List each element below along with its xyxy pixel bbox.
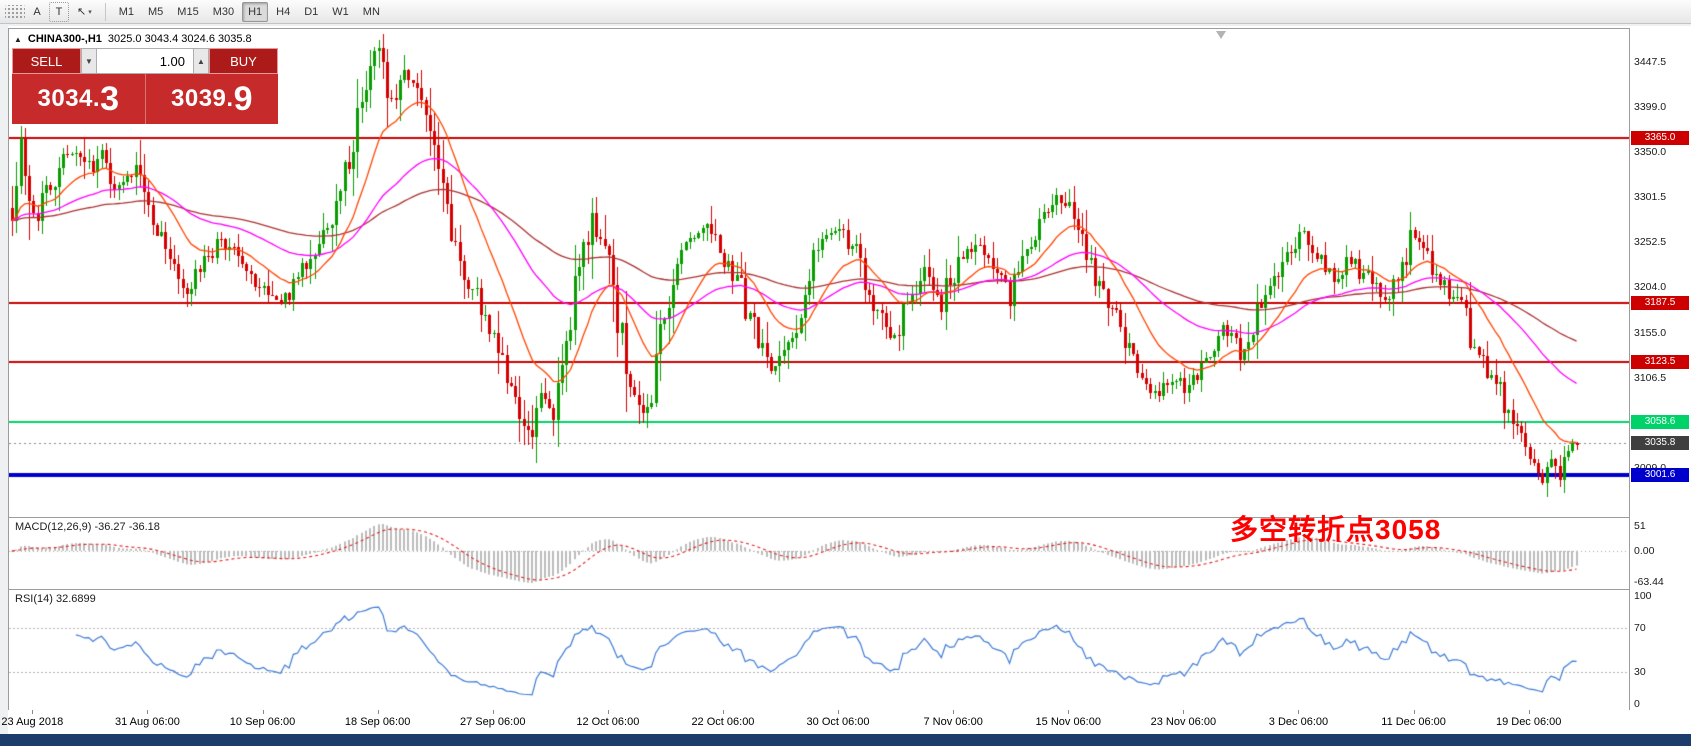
price-tick: 3447.5 xyxy=(1634,55,1667,68)
volume-step-down-button[interactable]: ▼ xyxy=(81,48,97,74)
price-tick: 3350.0 xyxy=(1634,146,1667,159)
date-label: 10 Sep 06:00 xyxy=(229,716,296,728)
timeframe-h4[interactable]: H4 xyxy=(276,5,291,18)
timeframe-m1[interactable]: M1 xyxy=(118,5,135,18)
date-tick xyxy=(607,710,609,714)
date-tick xyxy=(377,710,379,714)
macd-panel: MACD(12,26,9) -36.27 -36.18 xyxy=(8,517,1630,590)
price-tick: 3399.0 xyxy=(1634,100,1667,113)
level-price-tag: 3058.6 xyxy=(1631,414,1689,429)
rsi-canvas[interactable] xyxy=(9,590,1629,710)
buy-price-main: 3039. xyxy=(171,85,234,112)
buy-price-big: 9 xyxy=(233,79,253,118)
date-axis[interactable]: 23 Aug 2018 31 Aug 06:00 10 Sep 06:00 18 Se… xyxy=(1,710,1630,734)
current-price-tag: 3035.8 xyxy=(1631,436,1689,451)
date-label: 15 Nov 06:00 xyxy=(1035,716,1101,728)
price-tick: 3301.5 xyxy=(1634,191,1667,204)
volume-input[interactable] xyxy=(97,48,193,74)
level-price-tag: 3001.6 xyxy=(1631,467,1689,482)
rsi-tick: 0 xyxy=(1634,698,1640,710)
timeframe-m5[interactable]: M5 xyxy=(148,5,164,18)
date-label: 30 Oct 06:00 xyxy=(806,716,870,728)
timeframe-h1[interactable]: H1 xyxy=(242,1,269,22)
date-tick xyxy=(838,710,840,714)
sell-button[interactable]: SELL xyxy=(12,48,81,74)
toolbar: A T ↖ ▾ M1 M5 M15 M30 H1 H4 D1 W1 MN xyxy=(0,0,1691,24)
date-label: 31 Aug 06:00 xyxy=(114,716,180,728)
status-bar xyxy=(0,734,1691,746)
timeframe-group: M1 M5 M15 M30 H1 H4 D1 W1 MN xyxy=(113,1,386,22)
date-label: 27 Sep 06:00 xyxy=(460,716,526,728)
date-label: 18 Sep 06:00 xyxy=(344,716,411,728)
date-tick xyxy=(1068,710,1070,714)
main-chart-panel xyxy=(8,28,1630,518)
timeframe-w1[interactable]: W1 xyxy=(332,5,349,18)
date-label: 11 Dec 06:00 xyxy=(1381,716,1446,728)
sell-price-main: 3034. xyxy=(37,85,101,112)
rsi-label: RSI(14) 32.6899 xyxy=(15,593,96,605)
date-tick xyxy=(262,710,264,714)
date-tick xyxy=(1413,710,1415,714)
date-tick xyxy=(953,710,955,714)
date-tick xyxy=(492,710,494,714)
chart-shift-marker-icon[interactable] xyxy=(1216,31,1226,39)
rsi-panel: RSI(14) 32.6899 xyxy=(8,589,1630,711)
macd-tick-top: 51 xyxy=(1634,520,1646,532)
one-click-trading-panel: SELL ▼ ▲ BUY 3034.3 3039.9 xyxy=(12,48,278,124)
level-price-tag: 3123.5 xyxy=(1631,354,1689,369)
date-tick xyxy=(1298,710,1300,714)
date-label: 12 Oct 06:00 xyxy=(576,716,640,728)
level-price-tag: 3187.5 xyxy=(1631,295,1689,310)
rsi-tick: 30 xyxy=(1634,666,1646,678)
sell-price: 3034. 3 xyxy=(12,74,146,124)
price-tick: 3106.5 xyxy=(1634,371,1667,384)
symbol-title: CHINA300-,H1 xyxy=(27,33,102,45)
timeframe-m15[interactable]: M15 xyxy=(177,5,199,18)
macd-label: MACD(12,26,9) -36.27 -36.18 xyxy=(15,521,160,533)
ohlc-values: 3025.0 3043.4 3024.6 3035.8 xyxy=(107,33,252,45)
crosshair-tool-icon[interactable]: ↖ ▾ xyxy=(77,6,92,18)
macd-tick-bottom: -63.44 xyxy=(1634,576,1664,588)
volume-step-up-button[interactable]: ▲ xyxy=(193,48,209,74)
timeframe-d1[interactable]: D1 xyxy=(304,5,319,18)
price-tick: 3252.5 xyxy=(1634,236,1667,249)
date-tick xyxy=(1528,710,1530,714)
sell-price-big: 3 xyxy=(100,79,119,118)
date-tick xyxy=(147,710,149,714)
timeframe-mn[interactable]: MN xyxy=(362,5,380,18)
level-price-tag: 3365.0 xyxy=(1631,131,1689,146)
main-chart-canvas[interactable] xyxy=(9,29,1629,517)
date-tick xyxy=(1183,710,1185,714)
cursor-tool-icon[interactable]: A xyxy=(33,5,41,18)
toolbar-separator xyxy=(104,2,106,21)
date-label: 7 Nov 06:00 xyxy=(923,716,983,728)
toolbar-tools: A T ↖ ▾ xyxy=(5,1,98,22)
date-label: 3 Dec 06:00 xyxy=(1268,716,1329,728)
price-axis[interactable]: 3447.5 3399.0 3350.0 3301.5 3252.5 3204.0 3155… xyxy=(1630,28,1691,734)
macd-tick-zero: 0.00 xyxy=(1634,544,1655,557)
date-tick xyxy=(722,710,724,714)
buy-button[interactable]: BUY xyxy=(209,48,278,74)
quote-prices: 3034. 3 3039. 9 xyxy=(12,74,278,124)
date-label: 19 Dec 06:00 xyxy=(1495,716,1562,728)
buy-price: 3039. 9 xyxy=(146,74,279,124)
date-label: 23 Nov 06:00 xyxy=(1150,716,1217,728)
date-label: 22 Oct 06:00 xyxy=(691,716,755,728)
timeframe-m30[interactable]: M30 xyxy=(212,5,235,18)
date-tick xyxy=(32,710,34,714)
collapse-arrow-icon[interactable]: ▲ xyxy=(14,34,22,44)
rsi-tick: 70 xyxy=(1634,622,1646,634)
text-tool-icon[interactable]: T xyxy=(49,1,69,22)
price-tick: 3155.0 xyxy=(1634,326,1667,339)
rsi-tick: 100 xyxy=(1634,590,1652,602)
macd-canvas[interactable] xyxy=(9,518,1629,589)
price-tick: 3204.0 xyxy=(1634,281,1667,294)
date-label: 23 Aug 2018 xyxy=(1,716,64,728)
chart-header: ▲ CHINA300-,H1 3025.0 3043.4 3024.6 3035… xyxy=(14,33,252,45)
grip-icon[interactable] xyxy=(5,4,25,19)
chart-annotation: 多空转折点3058 xyxy=(1230,514,1442,545)
